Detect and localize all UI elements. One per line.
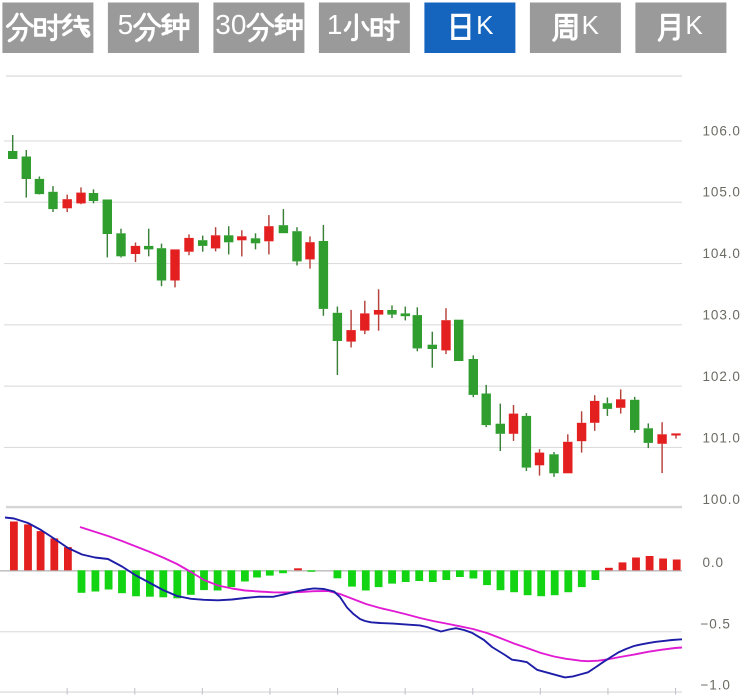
svg-text:103.0: 103.0 bbox=[703, 308, 741, 323]
svg-text:0.0: 0.0 bbox=[703, 555, 724, 570]
svg-text:K: K bbox=[582, 10, 600, 40]
svg-text:−1.0: −1.0 bbox=[701, 677, 731, 692]
svg-text:5: 5 bbox=[118, 9, 134, 40]
svg-text:101.0: 101.0 bbox=[703, 431, 741, 446]
svg-text:105.0: 105.0 bbox=[703, 185, 741, 200]
svg-text:1: 1 bbox=[327, 9, 343, 40]
svg-text:104.0: 104.0 bbox=[703, 246, 741, 261]
svg-text:100.0: 100.0 bbox=[703, 492, 741, 507]
svg-text:K: K bbox=[685, 10, 703, 40]
svg-text:30: 30 bbox=[215, 9, 246, 40]
svg-text:102.0: 102.0 bbox=[703, 369, 741, 384]
svg-text:106.0: 106.0 bbox=[703, 123, 741, 138]
svg-text:−0.5: −0.5 bbox=[701, 617, 731, 632]
svg-text:K: K bbox=[476, 10, 494, 40]
